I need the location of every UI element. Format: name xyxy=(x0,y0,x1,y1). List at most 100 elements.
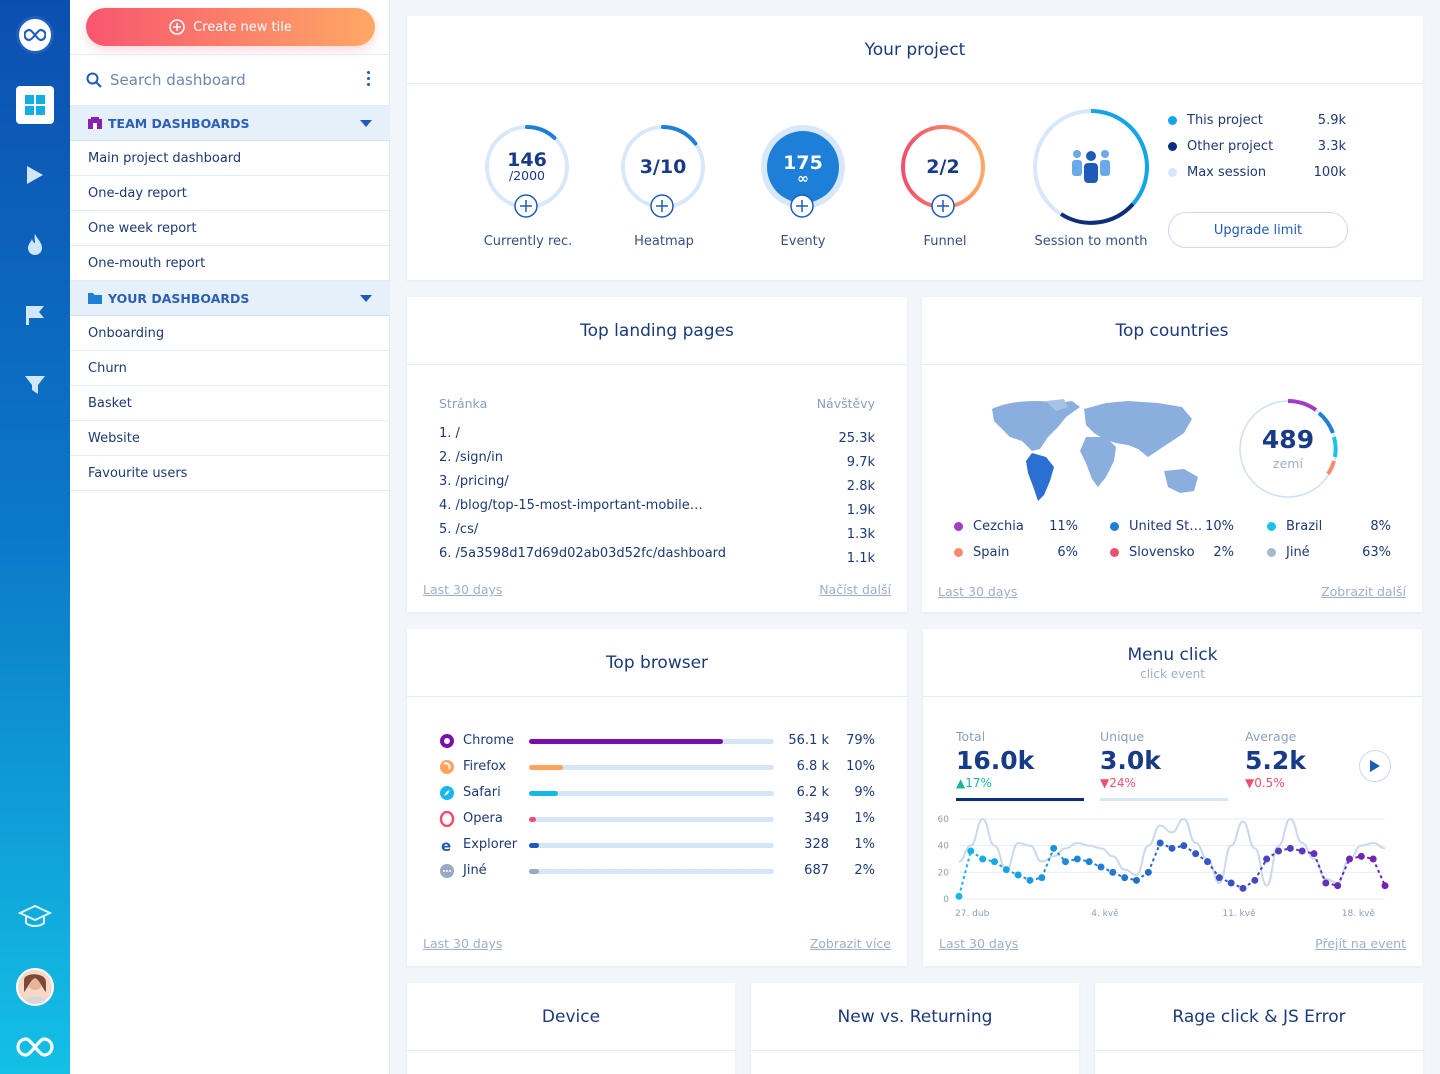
countries-donut xyxy=(1239,398,1338,498)
landing-row-visits: 25.3k xyxy=(838,431,875,446)
series-main-point[interactable] xyxy=(1073,855,1081,863)
landing-row-page[interactable]: 6. /5a3598d17d69d02ab03d52fc/dashboard xyxy=(439,546,727,561)
team-item-3[interactable]: One week report xyxy=(70,211,390,246)
landing-row-page[interactable]: 5. /cs/ xyxy=(439,522,479,537)
team-item-2[interactable]: One-day report xyxy=(70,176,390,211)
series-main-point[interactable] xyxy=(1263,855,1271,863)
series-main-point[interactable] xyxy=(1215,874,1223,882)
academy-cap-icon[interactable] xyxy=(16,898,54,936)
series-main-point[interactable] xyxy=(1050,844,1058,852)
series-comparison-line xyxy=(958,817,1386,887)
landing-row-page[interactable]: 1. / xyxy=(439,426,460,441)
landing-period-link[interactable]: Last 30 days xyxy=(423,582,503,597)
play-event-button[interactable] xyxy=(1359,750,1391,782)
create-tile-button[interactable]: Create new tile xyxy=(86,8,375,46)
device-card: Device xyxy=(407,983,735,1074)
team-item-1[interactable]: Main project dashboard xyxy=(70,141,390,176)
browser-count: 56.1 k xyxy=(788,733,829,748)
folder-icon xyxy=(88,293,102,304)
series-main-point[interactable] xyxy=(979,855,987,863)
chevron-down-icon[interactable] xyxy=(360,295,372,302)
series-main-point[interactable] xyxy=(1168,844,1176,852)
series-main-point[interactable] xyxy=(1085,858,1093,866)
series-main-point[interactable] xyxy=(1381,882,1389,890)
countries-total: 489 xyxy=(1261,425,1315,454)
country-item: United St… 10% xyxy=(1110,519,1234,534)
series-main-point[interactable] xyxy=(955,892,963,900)
user-avatar[interactable] xyxy=(16,968,54,1006)
series-main-point[interactable] xyxy=(1310,850,1318,858)
users-group-icon xyxy=(1072,150,1110,183)
countries-period-link[interactable]: Last 30 days xyxy=(938,584,1018,599)
series-main-point[interactable] xyxy=(1239,884,1247,892)
series-main-point[interactable] xyxy=(1180,842,1188,850)
series-main-point[interactable] xyxy=(1002,866,1010,874)
your-dashboards-header[interactable]: YOUR DASHBOARDS xyxy=(70,281,390,316)
heatmap-flame-icon[interactable] xyxy=(16,226,54,264)
upgrade-limit-button[interactable]: Upgrade limit xyxy=(1168,212,1348,248)
your-item-1[interactable]: Onboarding xyxy=(70,316,390,351)
series-main-point[interactable] xyxy=(1227,879,1235,887)
gauge-session-arc-other xyxy=(1059,202,1135,225)
series-main-point[interactable] xyxy=(1192,850,1200,858)
browser-count: 328 xyxy=(804,837,829,852)
menu-click-chart: 0 20 40 60 27. dub 4. kvě 11. kvě 18. kvě xyxy=(938,815,1389,919)
country-dot xyxy=(954,522,963,531)
series-main-point[interactable] xyxy=(1014,871,1022,879)
stat-average-label: Average xyxy=(1245,729,1297,744)
menu-period-link[interactable]: Last 30 days xyxy=(939,936,1019,951)
series-main-point[interactable] xyxy=(1097,863,1105,871)
series-main-point[interactable] xyxy=(1204,858,1211,866)
countries-total-label: zemí xyxy=(1273,456,1303,471)
series-main-point[interactable] xyxy=(1144,868,1152,876)
browser-row: Chrome 56.1 k 79% xyxy=(439,733,875,751)
browser-period-link[interactable]: Last 30 days xyxy=(423,936,503,951)
app-logo[interactable] xyxy=(16,16,54,54)
add-gauge-2-button xyxy=(650,194,674,218)
series-main-point[interactable] xyxy=(1109,868,1117,876)
series-main-point[interactable] xyxy=(1038,874,1046,882)
series-main-point[interactable] xyxy=(1275,847,1282,855)
series-main-point[interactable] xyxy=(1346,855,1353,863)
landing-row-page[interactable]: 4. /blog/top-15-most-important-mobile… xyxy=(439,498,703,513)
your-item-2[interactable]: Churn xyxy=(70,351,390,386)
more-options-icon[interactable] xyxy=(367,71,370,86)
your-item-3[interactable]: Basket xyxy=(70,386,390,421)
series-main-point[interactable] xyxy=(1334,882,1342,890)
browser-more-link[interactable]: Zobrazit více xyxy=(809,936,891,951)
series-main-point[interactable] xyxy=(1121,874,1129,882)
series-main-point[interactable] xyxy=(1369,855,1377,863)
series-main-point[interactable] xyxy=(1156,839,1164,847)
series-main-point[interactable] xyxy=(967,847,975,855)
funnel-icon[interactable] xyxy=(16,366,54,404)
series-main-point[interactable] xyxy=(1286,844,1294,852)
team-item-4[interactable]: One-mouth report xyxy=(70,246,390,281)
series-main-point[interactable] xyxy=(991,858,998,866)
series-main-point[interactable] xyxy=(1133,876,1140,884)
series-main-point[interactable] xyxy=(1357,852,1365,860)
stat-total-delta: ▲17% xyxy=(956,776,992,790)
browser-pct: 1% xyxy=(854,811,875,826)
play-icon[interactable] xyxy=(16,156,54,194)
series-main-point[interactable] xyxy=(1062,858,1069,866)
browser-bar-fill xyxy=(529,739,723,744)
series-main-point[interactable] xyxy=(1251,876,1259,884)
chevron-down-icon[interactable] xyxy=(360,120,372,127)
your-item-4[interactable]: Website xyxy=(70,421,390,456)
landing-row-page[interactable]: 3. /pricing/ xyxy=(439,474,509,489)
landing-row-page[interactable]: 2. /sign/in xyxy=(439,450,504,465)
flag-icon[interactable] xyxy=(16,296,54,334)
browser-row: Safari 6.2 k 9% xyxy=(439,785,875,803)
series-main-point[interactable] xyxy=(1322,879,1330,887)
team-dashboards-header[interactable]: TEAM DASHBOARDS xyxy=(70,106,390,141)
search-input[interactable] xyxy=(110,71,340,89)
series-main-point[interactable] xyxy=(1298,847,1306,855)
series-main-point[interactable] xyxy=(1026,876,1034,884)
project-card: Your project 146 /2000 3/10 175 ∞ 2/2 Cu… xyxy=(407,16,1423,280)
add-gauge-3-button xyxy=(790,194,814,218)
landing-load-more-link[interactable]: Načíst další xyxy=(819,582,891,597)
dashboard-icon[interactable] xyxy=(16,86,54,124)
countries-more-link[interactable]: Zobrazit další xyxy=(1321,584,1406,599)
your-item-5[interactable]: Favourite users xyxy=(70,456,390,491)
menu-goto-event-link[interactable]: Přejít na event xyxy=(1315,936,1406,951)
